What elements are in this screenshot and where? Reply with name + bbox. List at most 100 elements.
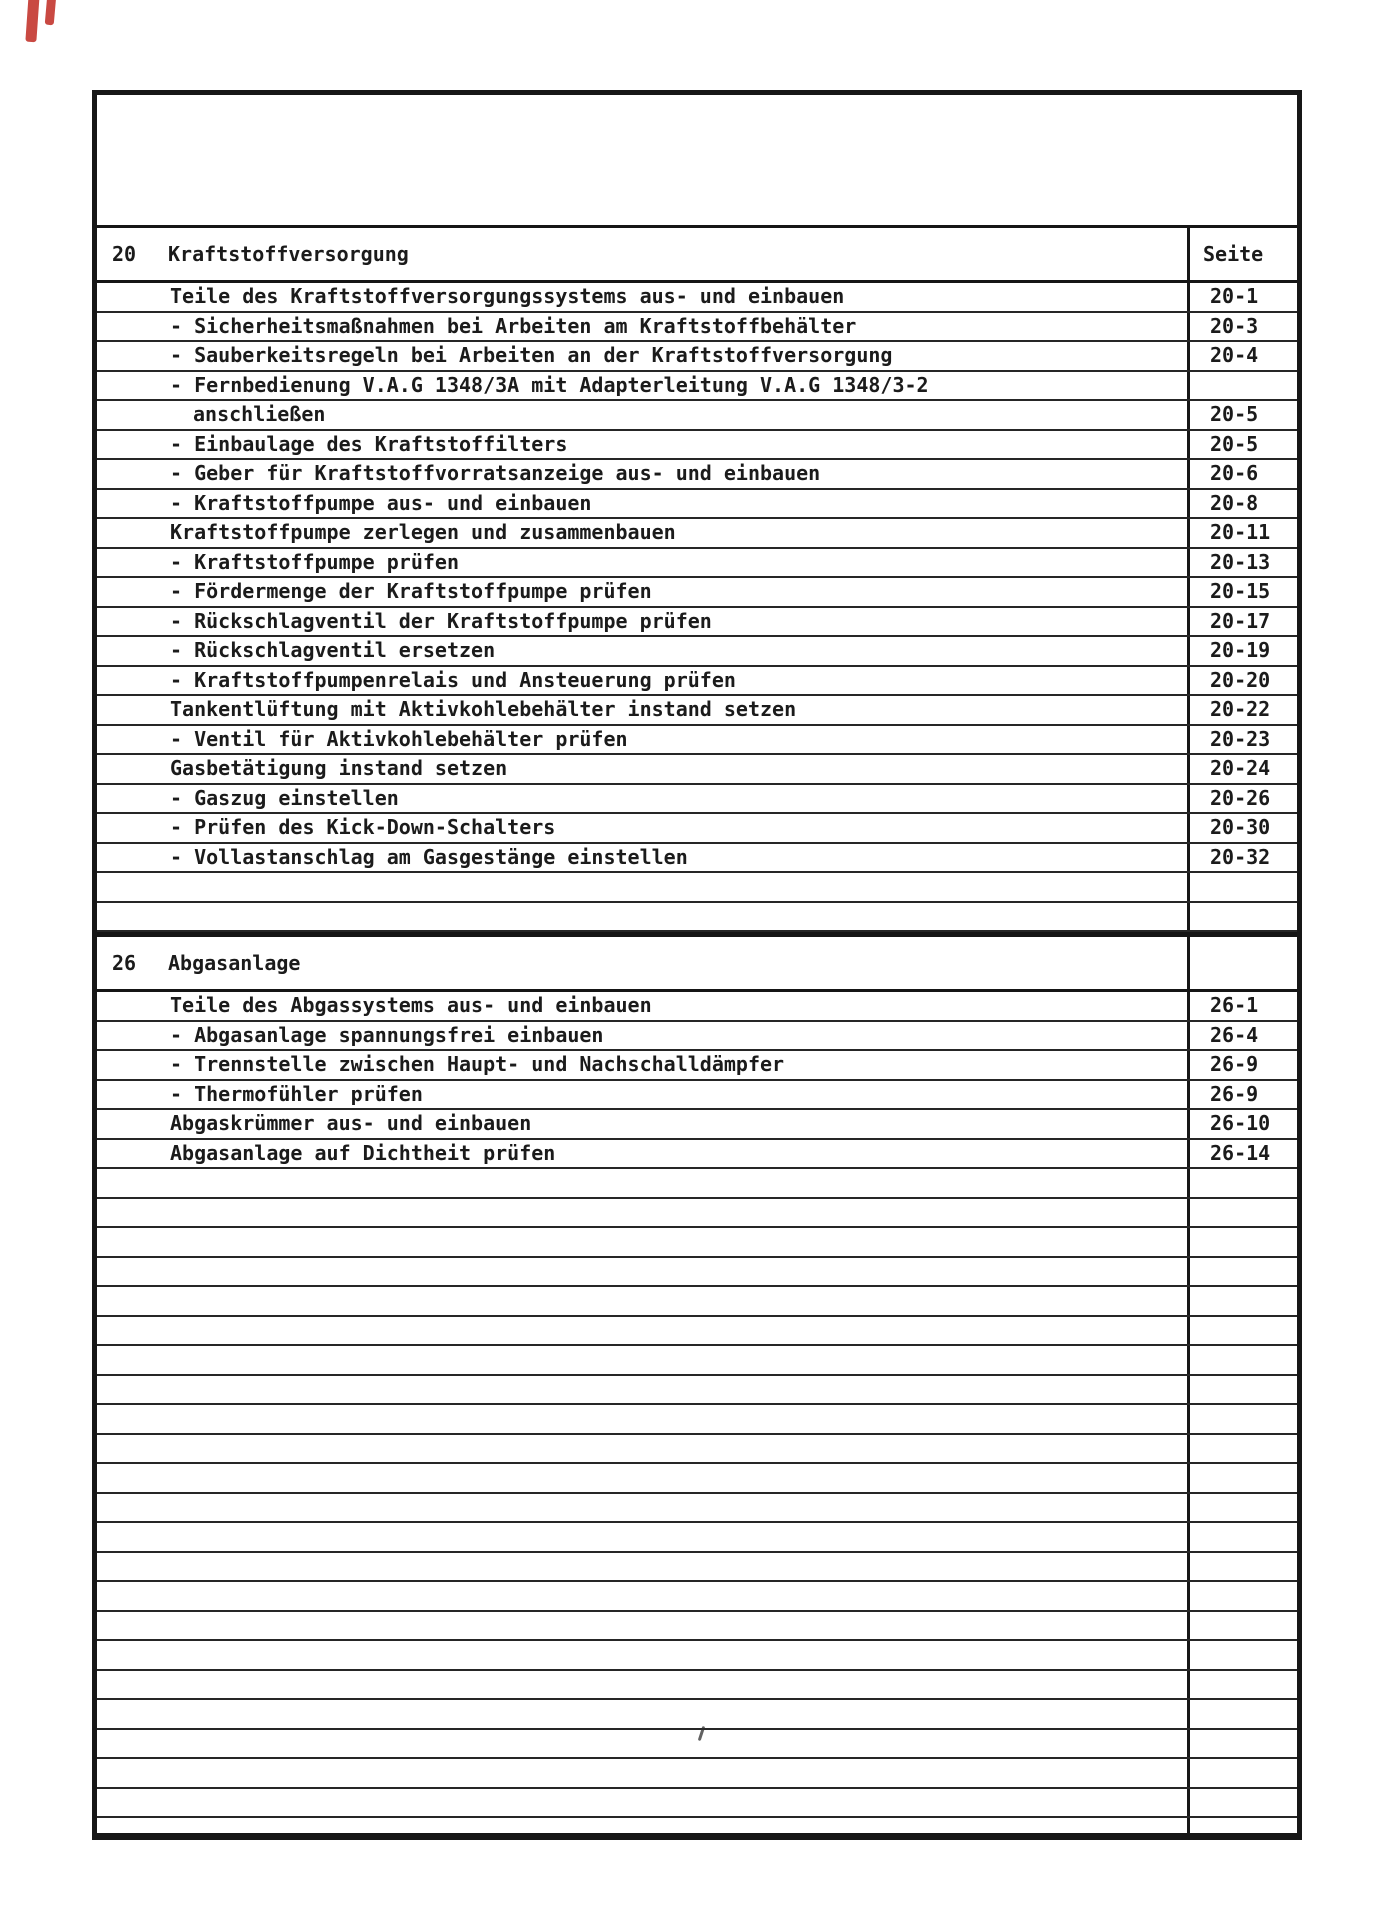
toc-empty-row [97, 1670, 1297, 1700]
toc-row: - Abgasanlage spannungsfrei einbauen 26-4 [97, 1021, 1297, 1051]
page-number-cell: 20-8 [1187, 489, 1297, 517]
toc-empty-row [97, 1434, 1297, 1464]
toc-row: - Sauberkeitsregeln bei Arbeiten an der … [97, 342, 1297, 372]
toc-empty-row [97, 873, 1297, 903]
empty-entry-cell [97, 1199, 1187, 1227]
toc-row: - Sicherheitsmaßnahmen bei Arbeiten am K… [97, 312, 1297, 342]
toc-entry-cell: - Sicherheitsmaßnahmen bei Arbeiten am K… [97, 313, 1187, 341]
empty-entry-cell [97, 873, 1187, 901]
toc-page-number: 20-30 [1210, 815, 1271, 839]
toc-entry-text: - Einbaulage des Kraftstoffilters [170, 431, 568, 456]
empty-entry-cell [97, 1228, 1187, 1256]
toc-entry-cell: Gasbetätigung instand setzen [97, 755, 1187, 783]
toc-row: Gasbetätigung instand setzen 20-24 [97, 755, 1297, 785]
toc-empty-row [97, 1641, 1297, 1671]
toc-empty-row [97, 1198, 1297, 1228]
empty-page-cell [1187, 1287, 1297, 1315]
page-number-cell: 20-3 [1187, 312, 1297, 340]
empty-page-cell [1187, 1729, 1297, 1757]
toc-entry-text: Abgasanlage auf Dichtheit prüfen [170, 1140, 556, 1165]
toc-row: - Thermofühler prüfen 26-9 [97, 1080, 1297, 1110]
section-title: Abgasanlage [168, 951, 301, 975]
toc-entry-text: - Fördermenge der Kraftstoffpumpe prüfen [170, 579, 652, 603]
toc-entry-cell: - Gaszug einstellen [97, 785, 1187, 813]
empty-entry-cell [97, 1287, 1187, 1315]
toc-page-number: 20-3 [1210, 313, 1259, 338]
empty-entry-cell [97, 1582, 1187, 1610]
page-header-cell: Seite [1187, 228, 1297, 280]
toc-row: - Trennstelle zwischen Haupt- und Nachsc… [97, 1051, 1297, 1081]
toc-empty-row [97, 1287, 1297, 1317]
toc-entry-cell: - Einbaulage des Kraftstoffilters [97, 431, 1187, 459]
toc-empty-row [97, 902, 1297, 932]
toc-entry-text: Gasbetätigung instand setzen [170, 756, 508, 780]
page-number-cell: 20-5 [1187, 401, 1297, 429]
toc-entry-cell: - Rückschlagventil ersetzen [97, 637, 1187, 665]
toc-entry-cell: - Rückschlagventil der Kraftstoffpumpe p… [97, 608, 1187, 636]
toc-row: - Gaszug einstellen 20-26 [97, 784, 1297, 814]
toc-empty-row [97, 1523, 1297, 1553]
toc-entry-text: anschließen [193, 402, 326, 426]
toc-entry-cell: - Fernbedienung V.A.G 1348/3A mit Adapte… [97, 372, 1187, 400]
empty-page-cell [1187, 1316, 1297, 1344]
toc-page-number: 20-1 [1210, 284, 1259, 308]
toc-page-number: 26-1 [1210, 993, 1259, 1017]
empty-entry-cell [97, 1641, 1187, 1669]
section-number: 26 [112, 951, 137, 975]
empty-page-cell [1187, 1464, 1297, 1492]
empty-entry-cell [97, 1376, 1187, 1404]
toc-page-number: 26-4 [1210, 1022, 1259, 1047]
toc-empty-row [97, 1700, 1297, 1730]
toc-entry-text: - Sauberkeitsregeln bei Arbeiten an der … [170, 343, 893, 367]
toc-row: Abgaskrümmer aus- und einbauen 26-10 [97, 1110, 1297, 1140]
empty-page-cell [1187, 1552, 1297, 1580]
toc-entry-text: - Kraftstoffpumpenrelais und Ansteuerung… [170, 667, 736, 692]
empty-page-cell [1187, 1198, 1297, 1226]
empty-page-cell [1187, 1405, 1297, 1433]
toc-entry-text: - Geber für Kraftstoffvorratsanzeige aus… [170, 461, 821, 485]
toc-empty-row [97, 1228, 1297, 1258]
empty-page-cell [1187, 1818, 1297, 1833]
page-number-cell: 20-19 [1187, 637, 1297, 665]
toc-row: Tankentlüftung mit Aktivkohlebehälter in… [97, 696, 1297, 726]
toc-entry-cell: anschließen [97, 401, 1187, 429]
empty-entry-cell [97, 1553, 1187, 1581]
toc-entry-cell: - Vollastanschlag am Gasgestänge einstel… [97, 844, 1187, 872]
toc-row: - Ventil für Aktivkohlebehälter prüfen 20… [97, 725, 1297, 755]
empty-page-cell [1187, 1228, 1297, 1256]
toc-entry-cell: - Kraftstoffpumpenrelais und Ansteuerung… [97, 667, 1187, 695]
empty-entry-cell [97, 1789, 1187, 1817]
empty-entry-cell [97, 1464, 1187, 1492]
toc-empty-row [97, 1375, 1297, 1405]
toc-entry-cell: Tankentlüftung mit Aktivkohlebehälter in… [97, 696, 1187, 724]
empty-page-cell [1187, 1523, 1297, 1551]
toc-empty-row [97, 1405, 1297, 1435]
toc-page-number: 26-14 [1210, 1140, 1271, 1165]
section-title: Kraftstoffversorgung [168, 242, 409, 266]
page-number-cell: 20-22 [1187, 696, 1297, 724]
page-number-cell: 20-11 [1187, 519, 1297, 547]
toc-row: Kraftstoffpumpe zerlegen und zusammenbau… [97, 519, 1297, 549]
toc-entry-text: - Abgasanlage spannungsfrei einbauen [170, 1022, 604, 1047]
empty-entry-cell [97, 903, 1187, 931]
empty-entry-cell [97, 1612, 1187, 1640]
empty-page-cell [1187, 902, 1297, 930]
toc-row: - Prüfen des Kick-Down-Schalters 20-30 [97, 814, 1297, 844]
toc-empty-row [97, 1464, 1297, 1494]
toc-entry-text: Kraftstoffpumpe zerlegen und zusammenbau… [170, 520, 676, 544]
toc-section-20: 20 Kraftstoffversorgung Seite Teile des Kra… [97, 228, 1297, 932]
toc-page-number: 20-26 [1210, 785, 1271, 810]
page-number-cell: 20-26 [1187, 784, 1297, 812]
toc-page-number: 26-9 [1210, 1052, 1259, 1076]
table-top-space [97, 95, 1297, 228]
empty-page-cell [1187, 1788, 1297, 1816]
page-number-cell: 26-10 [1187, 1110, 1297, 1138]
toc-entry-text: - Kraftstoffpumpe prüfen [170, 549, 459, 574]
toc-empty-row [97, 1346, 1297, 1376]
empty-entry-cell [97, 1169, 1187, 1197]
toc-row: anschließen 20-5 [97, 401, 1297, 431]
toc-entry-text: - Trennstelle zwischen Haupt- und Nachsc… [170, 1052, 785, 1076]
page-number-cell: 20-4 [1187, 342, 1297, 370]
page-number-cell: 20-32 [1187, 843, 1297, 871]
